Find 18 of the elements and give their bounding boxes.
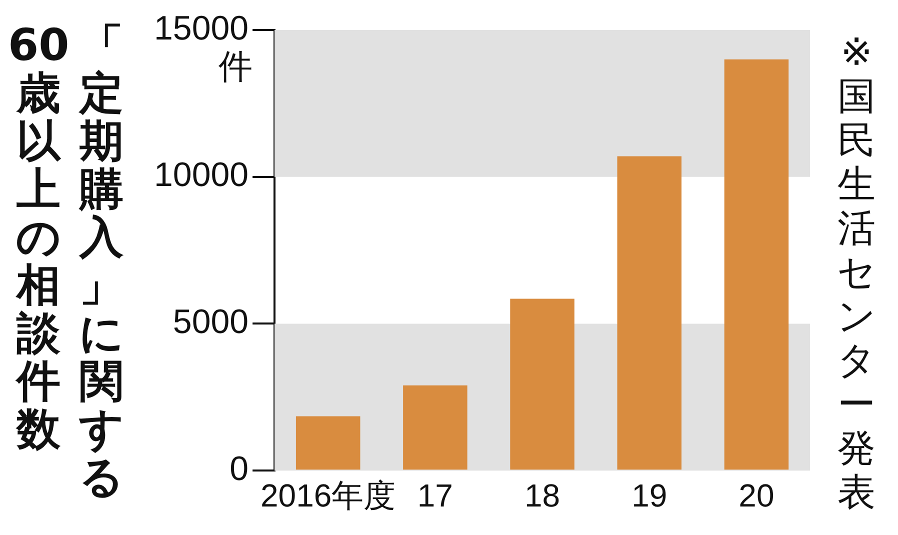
y-tick-label: 5000 (172, 303, 249, 342)
text: 60歳以上の相談件数 (8, 20, 70, 455)
y-tick-label: 15000 (154, 9, 249, 48)
text: ※国民生活センター発表 (837, 30, 876, 514)
x-tick-label: 19 (632, 478, 668, 514)
x-tick-label: 17 (417, 478, 453, 514)
bar (724, 59, 789, 470)
bar (403, 385, 468, 470)
y-tick-label: 0 (230, 450, 249, 488)
x-tick-label: 20 (738, 478, 774, 514)
x-tick-label: 18 (524, 478, 560, 514)
x-tick-label: 2016年度 (260, 478, 396, 514)
chart-title: 「定期購入」に関する (79, 20, 124, 503)
bar (510, 298, 574, 470)
y-tick-label: 10000 (154, 156, 249, 194)
y-axis-title: 件 (218, 46, 253, 87)
bar (296, 416, 360, 470)
bar (617, 156, 682, 470)
